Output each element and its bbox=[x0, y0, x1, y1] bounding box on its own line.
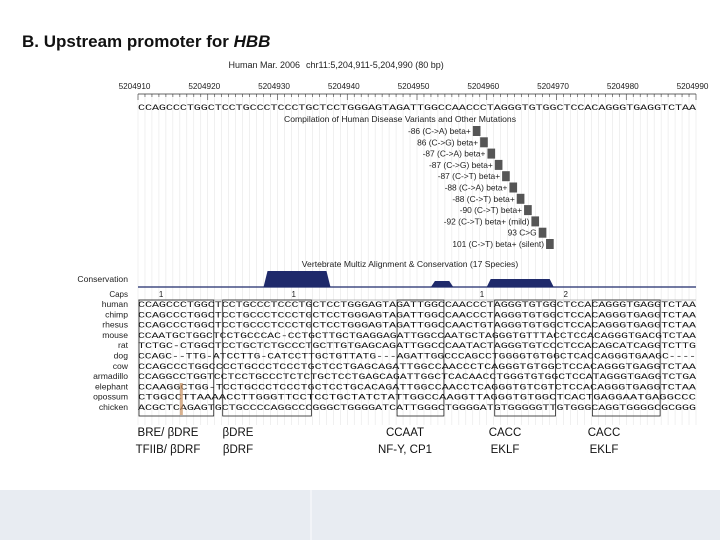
motif-box bbox=[591, 299, 661, 417]
species-name: cow bbox=[113, 361, 129, 371]
conservation-track-title: Vertebrate Multiz Alignment & Conservati… bbox=[302, 259, 519, 269]
motif-name: βDRE bbox=[223, 427, 254, 439]
species-name: opossum bbox=[93, 392, 128, 402]
ruler-tick-label: 5204930 bbox=[258, 82, 290, 91]
footer-band bbox=[0, 490, 720, 540]
position-label: chr11:5,204,911-5,204,990 (80 bp) bbox=[306, 60, 444, 70]
reference-sequence: CCAGCCCTGGCTCCTGCCCTCCCTGCTCCTGGGAGTAGAT… bbox=[138, 103, 697, 113]
caps-marker: 1 bbox=[480, 290, 485, 299]
mutation-bar bbox=[509, 182, 518, 193]
mutation-label: -87 (C->G) beta+ bbox=[429, 160, 493, 170]
motif-factor: TFIIB/ βDRF bbox=[136, 444, 201, 456]
mutations-track-title: Compilation of Human Disease Variants an… bbox=[284, 114, 516, 124]
mutation-label: -88 (C->A) beta+ bbox=[445, 183, 508, 193]
species-name: rat bbox=[118, 340, 129, 350]
mutation-bar bbox=[531, 216, 540, 227]
caps-marker: 1 bbox=[159, 290, 164, 299]
motif-boxes bbox=[138, 299, 661, 417]
species-sequence: CCAAGGCTGG-TCCTGCCCTCCCTGCTCCTGCACAGATTG… bbox=[138, 382, 697, 392]
species-name: dog bbox=[114, 351, 129, 361]
species-sequence: TCTGC-CTGGCTCCTGCTCTGCCCTGCTTGTGAGCAGATT… bbox=[138, 341, 696, 351]
motif-name: CCAAT bbox=[386, 427, 424, 439]
motif-factor: EKLF bbox=[491, 444, 520, 456]
species-sequence: CCAGCCCTGGCTCCTGCCCTCCCTGCTCCTGGGAGTAGAT… bbox=[138, 321, 697, 331]
motif-factor: EKLF bbox=[590, 444, 619, 456]
species-name: chicken bbox=[99, 402, 128, 412]
footer-separator bbox=[310, 490, 312, 540]
species-name: elephant bbox=[95, 381, 129, 391]
species-sequence: CCAGCCCTGGCTCCTGCCCTCCCTGCTCCTGGGAGTAGAT… bbox=[138, 310, 697, 320]
species-name: rhesus bbox=[102, 320, 128, 330]
species-alignment: human CCAGCCCTGGCTCCTGCCCTCCCTGCTCCTGGGAG… bbox=[93, 299, 697, 415]
motif-box bbox=[138, 299, 215, 417]
mutation-label: -90 (C->T) beta+ bbox=[460, 205, 522, 215]
motif-box bbox=[396, 299, 445, 417]
mutation-label: -87 (C->T) beta+ bbox=[438, 171, 500, 181]
highlight-column bbox=[179, 383, 183, 415]
ruler-tick-label: 5204910 bbox=[119, 82, 151, 91]
conservation-hump bbox=[430, 281, 454, 287]
conservation-hump bbox=[263, 271, 331, 287]
motif-factor: NF-Y, CP1 bbox=[378, 444, 432, 456]
motif-factor: βDRF bbox=[223, 444, 253, 456]
mutation-label: -86 (C->A) beta+ bbox=[408, 126, 471, 136]
species-name: armadillo bbox=[93, 371, 128, 381]
mutation-label: -88 (C->T) beta+ bbox=[452, 194, 514, 204]
motif-box bbox=[494, 299, 556, 417]
ruler-tick-label: 5204940 bbox=[328, 82, 360, 91]
caps-label: Caps bbox=[109, 290, 128, 299]
mutation-bar bbox=[538, 227, 547, 238]
ruler-tick-label: 5204920 bbox=[188, 82, 220, 91]
motif-box bbox=[222, 299, 312, 417]
base-ruler: 5204910 5204920 5204930 5204940 5204950 52049… bbox=[119, 82, 709, 100]
mutation-bar bbox=[502, 171, 510, 182]
motif-name: CACC bbox=[588, 427, 621, 439]
conservation-track bbox=[138, 271, 696, 288]
species-sequence: CCAGCCCTGGCCCCTGCCCTCCCTGCTCCTGAGCAGATTG… bbox=[138, 362, 697, 372]
caps-marker: 1 bbox=[291, 290, 296, 299]
figure-title-gene: HBB bbox=[233, 32, 271, 51]
mutation-bar bbox=[487, 148, 496, 159]
species-name: chimp bbox=[105, 309, 128, 319]
ruler-tick-label: 5204970 bbox=[537, 82, 569, 91]
mutation-bar bbox=[524, 205, 532, 216]
ruler-tick-label: 5204950 bbox=[398, 82, 430, 91]
mutation-label: 101 (C->T) beta+ (silent) bbox=[452, 239, 544, 249]
mutation-bar bbox=[472, 126, 481, 136]
mutation-label: 93 C>G bbox=[508, 228, 537, 238]
mutation-bar bbox=[546, 239, 554, 249]
species-sequence: CTGGCCTTAAAACCTTGGGTTCCTCCTGCTATCTATTGGC… bbox=[138, 393, 696, 403]
motif-name: CACC bbox=[489, 427, 522, 439]
mutation-bar bbox=[480, 137, 488, 148]
species-sequence: CCAGC--TTG-ATCCTTG-CATCCTTGCTGTTATG---AG… bbox=[138, 352, 696, 362]
mutation-label: -92 (C->T) beta+ (mild) bbox=[444, 216, 530, 226]
grid-lines bbox=[137, 96, 697, 425]
conservation-label: Conservation bbox=[77, 274, 128, 284]
figure-title: B. Upstream promoter for HBB bbox=[22, 32, 270, 52]
species-name: human bbox=[102, 299, 128, 309]
species-name: mouse bbox=[102, 330, 128, 340]
mutation-bar bbox=[494, 159, 503, 170]
motif-labels: BRE/ βDRE TFIIB/ βDRF βDRE βDRF CCAAT NF-Y, C… bbox=[136, 427, 621, 456]
species-sequence: CCAGGCCTGGTCCTCCTGCCCTCTCTGCTCCTGAGCAGAT… bbox=[138, 372, 697, 382]
genome-browser-figure: Human Mar. 2006 chr11:5,204,911-5,204,99… bbox=[77, 60, 709, 456]
ruler-tick-label: 5204980 bbox=[607, 82, 639, 91]
motif-name: BRE/ βDRE bbox=[138, 427, 199, 439]
caps-marker: 2 bbox=[563, 290, 568, 299]
mutation-bar bbox=[516, 193, 525, 204]
assembly-label: Human Mar. 2006 bbox=[228, 60, 300, 70]
mutations-track: -86 (C->A) beta+86 (C->G) beta+ -87 (C->A… bbox=[408, 126, 554, 249]
mutation-label: -87 (C->A) beta+ bbox=[423, 149, 486, 159]
species-sequence: ACGCTCAGAGTGCTGCCCCAGGCCCGGGCTGGGGATCATT… bbox=[138, 403, 696, 413]
species-sequence: CCAATGCTGGCTCCTGCCCAC-CCTGCTTGCTGAGGAGAT… bbox=[138, 331, 697, 341]
ruler-tick-label: 5204960 bbox=[467, 82, 499, 91]
species-sequence: CCAGCCCTGGCTCCTGCCCTCCCTGCTCCTGGGAGTAGAT… bbox=[138, 300, 697, 310]
figure-title-prefix: B. Upstream promoter for bbox=[22, 32, 234, 51]
conservation-hump bbox=[486, 279, 554, 287]
mutation-label: 86 (C->G) beta+ bbox=[417, 137, 478, 147]
ruler-tick-label: 5204990 bbox=[677, 82, 709, 91]
